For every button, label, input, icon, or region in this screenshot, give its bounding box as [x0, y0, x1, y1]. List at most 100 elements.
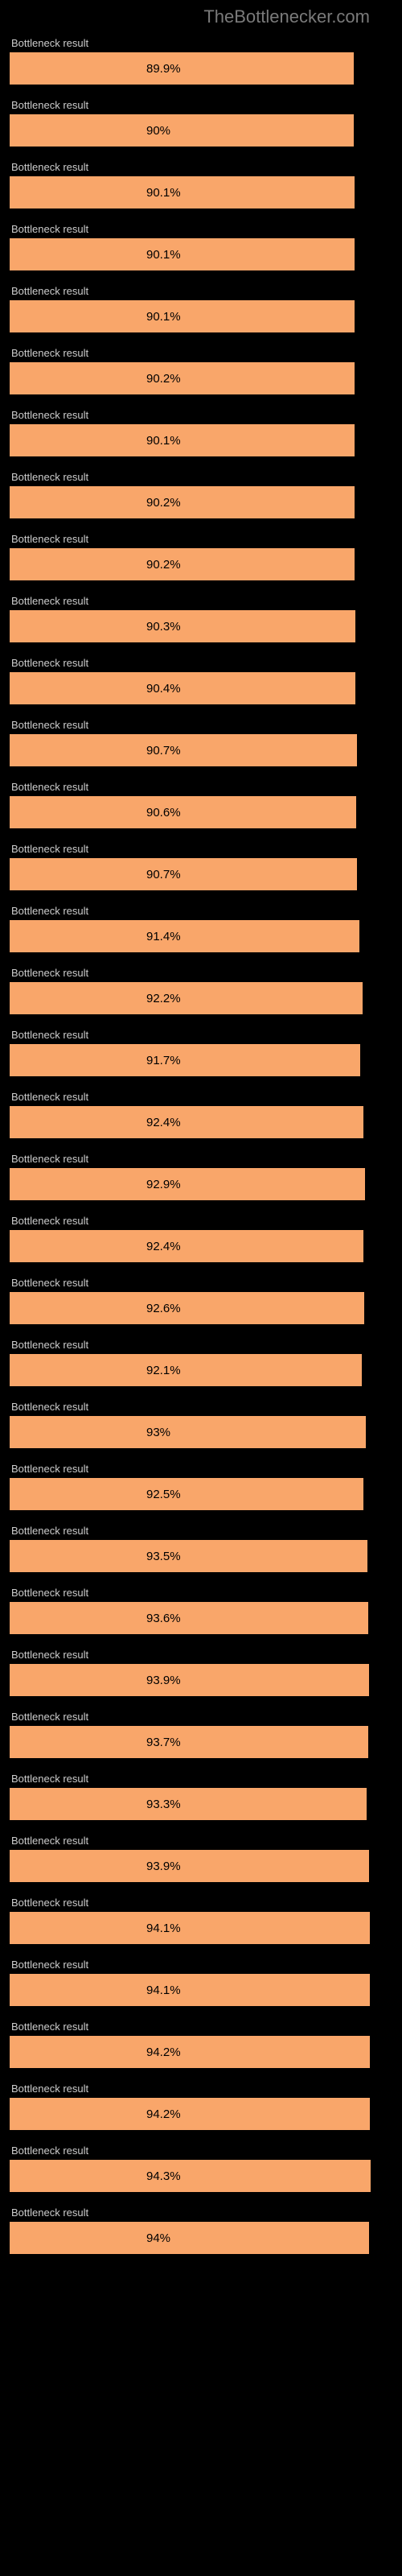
- bar-track: 93.9%: [10, 1850, 392, 1882]
- chart-container: Bottleneck result89.9%Bottleneck result9…: [0, 37, 402, 2254]
- bar-value: 92.6%: [10, 1302, 181, 1315]
- bar-value: 93.7%: [10, 1736, 181, 1749]
- result-row-label: Bottleneck result: [10, 1525, 392, 1537]
- bar-fill: 94.1%: [10, 1912, 370, 1944]
- bar-value: 90.4%: [10, 682, 181, 696]
- bar-track: 90.2%: [10, 362, 392, 394]
- bar-track: 92.9%: [10, 1168, 392, 1200]
- bar-track: 91.7%: [10, 1044, 392, 1076]
- result-row: Bottleneck result90.2%: [10, 471, 392, 518]
- bar-fill: 90.2%: [10, 548, 355, 580]
- bar-fill: 94.1%: [10, 1974, 370, 2006]
- bar-value: 90.2%: [10, 496, 181, 510]
- bar-track: 90.7%: [10, 734, 392, 766]
- bar-track: 93.6%: [10, 1602, 392, 1634]
- bar-fill: 90.1%: [10, 238, 355, 270]
- bar-track: 90.2%: [10, 548, 392, 580]
- bar-value: 90.1%: [10, 248, 181, 262]
- result-row: Bottleneck result90.7%: [10, 843, 392, 890]
- bar-fill: 92.9%: [10, 1168, 365, 1200]
- bar-value: 93.5%: [10, 1550, 181, 1563]
- bar-value: 90.2%: [10, 372, 181, 386]
- result-row-label: Bottleneck result: [10, 781, 392, 793]
- result-row-label: Bottleneck result: [10, 905, 392, 917]
- result-row-label: Bottleneck result: [10, 2021, 392, 2033]
- bar-value: 94.3%: [10, 2169, 181, 2183]
- result-row-label: Bottleneck result: [10, 1897, 392, 1909]
- result-row-label: Bottleneck result: [10, 99, 392, 111]
- bar-fill: 93%: [10, 1416, 366, 1448]
- bar-track: 93.9%: [10, 1664, 392, 1696]
- bar-track: 89.9%: [10, 52, 392, 85]
- bar-fill: 90.4%: [10, 672, 355, 704]
- result-row: Bottleneck result92.5%: [10, 1463, 392, 1510]
- bar-fill: 90.1%: [10, 424, 355, 456]
- bar-value: 93.9%: [10, 1674, 181, 1687]
- result-row: Bottleneck result94.2%: [10, 2083, 392, 2130]
- result-row-label: Bottleneck result: [10, 1587, 392, 1599]
- bar-track: 92.2%: [10, 982, 392, 1014]
- bar-track: 94%: [10, 2222, 392, 2254]
- bar-fill: 92.4%: [10, 1230, 363, 1262]
- bar-track: 90%: [10, 114, 392, 147]
- result-row-label: Bottleneck result: [10, 967, 392, 979]
- bar-track: 93.3%: [10, 1788, 392, 1820]
- bar-track: 93.5%: [10, 1540, 392, 1572]
- bar-fill: 90.1%: [10, 300, 355, 332]
- bar-fill: 92.5%: [10, 1478, 363, 1510]
- bar-value: 92.4%: [10, 1240, 181, 1253]
- bar-value: 91.7%: [10, 1054, 181, 1067]
- bar-value: 92.4%: [10, 1116, 181, 1129]
- result-row: Bottleneck result90.2%: [10, 347, 392, 394]
- bar-value: 90.3%: [10, 620, 181, 634]
- result-row: Bottleneck result 93%: [10, 1401, 392, 1448]
- result-row-label: Bottleneck result: [10, 1401, 392, 1413]
- bar-value: 90.7%: [10, 868, 181, 881]
- bar-value: 90.7%: [10, 744, 181, 758]
- result-row-label: Bottleneck result: [10, 1153, 392, 1165]
- bar-value: 92.5%: [10, 1488, 181, 1501]
- result-row: Bottleneck result 90.1%: [10, 409, 392, 456]
- bar-fill: 90.2%: [10, 362, 355, 394]
- result-row: Bottleneck result 93.9%: [10, 1835, 392, 1882]
- result-row: Bottleneck result 90%: [10, 99, 392, 147]
- bar-value: 94.1%: [10, 1922, 181, 1935]
- result-row-label: Bottleneck result: [10, 409, 392, 421]
- result-row-label: Bottleneck result: [10, 719, 392, 731]
- result-row-label: Bottleneck result: [10, 223, 392, 235]
- result-row: Bottleneck result91.7%: [10, 1029, 392, 1076]
- bar-track: 90.4%: [10, 672, 392, 704]
- bar-track: 94.3%: [10, 2160, 392, 2192]
- bar-value: 92.9%: [10, 1178, 181, 1191]
- result-row-label: Bottleneck result: [10, 1277, 392, 1289]
- bar-track: 94.2%: [10, 2036, 392, 2068]
- bar-track: 90.6%: [10, 796, 392, 828]
- result-row: Bottleneck result 90.1%: [10, 285, 392, 332]
- result-row-label: Bottleneck result: [10, 1773, 392, 1785]
- result-row: Bottleneck result 92.2%: [10, 967, 392, 1014]
- result-row: Bottleneck result93.7%: [10, 1711, 392, 1758]
- bar-track: 92.4%: [10, 1106, 392, 1138]
- bar-fill: 91.4%: [10, 920, 359, 952]
- bar-fill: 94%: [10, 2222, 369, 2254]
- bar-fill: 89.9%: [10, 52, 354, 85]
- result-row-label: Bottleneck result: [10, 1835, 392, 1847]
- bar-fill: 90.7%: [10, 734, 357, 766]
- bar-fill: 93.6%: [10, 1602, 368, 1634]
- result-row-label: Bottleneck result: [10, 285, 392, 297]
- bar-fill: 93.7%: [10, 1726, 368, 1758]
- bar-value: 90.2%: [10, 558, 181, 572]
- bar-fill: 93.5%: [10, 1540, 367, 1572]
- bar-track: 93%: [10, 1416, 392, 1448]
- bar-fill: 91.7%: [10, 1044, 360, 1076]
- bar-fill: 92.1%: [10, 1354, 362, 1386]
- result-row-label: Bottleneck result: [10, 1959, 392, 1971]
- bar-fill: 90.6%: [10, 796, 356, 828]
- result-row: Bottleneck result 92.6%: [10, 1277, 392, 1324]
- result-row: Bottleneck result90.1%: [10, 161, 392, 208]
- result-row: Bottleneck result 93.5%: [10, 1525, 392, 1572]
- bar-fill: 90.7%: [10, 858, 357, 890]
- result-row: Bottleneck result 92.9%: [10, 1153, 392, 1200]
- result-row: Bottleneck result89.9%: [10, 37, 392, 85]
- bar-value: 90.1%: [10, 186, 181, 200]
